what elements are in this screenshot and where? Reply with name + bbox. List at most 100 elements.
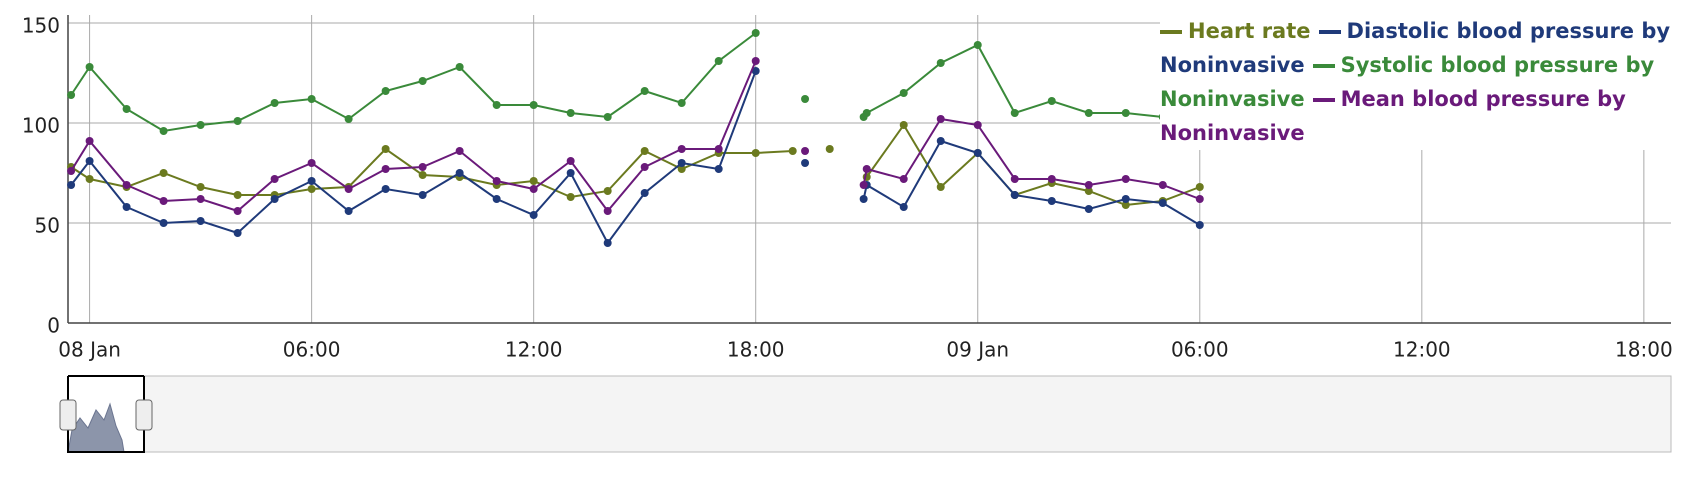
data-point: [85, 157, 94, 165]
data-point: [936, 183, 945, 191]
legend-swatch: [1318, 30, 1341, 34]
data-point: [1195, 221, 1204, 229]
data-point: [67, 181, 76, 189]
data-point: [640, 189, 649, 197]
data-point: [1121, 109, 1130, 117]
legend-item[interactable]: Systolic blood pressure by Noninvasive: [1160, 53, 1654, 111]
series: [67, 121, 1204, 209]
data-point: [270, 99, 279, 107]
data-point: [899, 175, 908, 183]
data-point: [566, 193, 575, 201]
data-point: [344, 207, 353, 215]
data-point: [233, 229, 242, 237]
data-point: [751, 67, 760, 75]
x-tick-label: 18:00: [727, 338, 785, 362]
data-point: [159, 219, 168, 227]
y-tick-label: 0: [47, 314, 60, 338]
data-point: [196, 217, 205, 225]
data-point: [603, 187, 612, 195]
series-line: [865, 123, 1201, 207]
x-tick-label: 12:00: [505, 338, 563, 362]
data-point: [1047, 175, 1056, 183]
data-point: [122, 105, 131, 113]
legend-swatch: [1312, 64, 1335, 68]
data-point: [936, 59, 945, 67]
data-point: [1084, 187, 1093, 195]
data-point: [233, 207, 242, 215]
data-point: [973, 149, 982, 157]
data-point: [1195, 195, 1204, 203]
data-point: [529, 177, 538, 185]
x-tick-label: 06:00: [283, 338, 341, 362]
data-point: [529, 211, 538, 219]
data-point: [640, 87, 649, 95]
data-point: [566, 109, 575, 117]
series: [67, 29, 1167, 135]
data-point: [1010, 109, 1019, 117]
data-point: [1084, 181, 1093, 189]
series-line: [70, 32, 757, 133]
data-point: [418, 77, 427, 85]
data-point: [862, 165, 871, 173]
data-point: [677, 159, 686, 167]
navigator-handle-right[interactable]: [135, 399, 153, 431]
data-point: [1121, 201, 1130, 209]
data-point: [159, 169, 168, 177]
series-line: [70, 60, 757, 213]
data-point: [677, 165, 686, 173]
data-point: [529, 101, 538, 109]
data-point: [640, 163, 649, 171]
data-point: [603, 113, 612, 121]
data-point: [1158, 199, 1167, 207]
data-point: [344, 185, 353, 193]
data-point: [1121, 175, 1130, 183]
data-point: [455, 147, 464, 155]
data-point: [936, 115, 945, 123]
data-point: [122, 181, 131, 189]
data-point: [899, 89, 908, 97]
data-point: [381, 185, 390, 193]
data-point: [603, 207, 612, 215]
legend-label: Diastolic blood pressure by Noninvasive: [1160, 19, 1671, 77]
data-point: [455, 169, 464, 177]
legend-label: Systolic blood pressure by Noninvasive: [1160, 53, 1655, 111]
data-point: [307, 177, 316, 185]
data-point: [603, 239, 612, 247]
data-point: [859, 181, 868, 189]
legend-item[interactable]: Heart rate: [1160, 19, 1311, 43]
data-point: [899, 203, 908, 211]
legend-item[interactable]: Mean blood pressure by Noninvasive: [1160, 87, 1626, 145]
data-point: [492, 195, 501, 203]
legend-swatch: [1312, 98, 1335, 102]
data-point: [122, 203, 131, 211]
navigator-handle-left[interactable]: [59, 399, 77, 431]
data-point: [85, 137, 94, 145]
data-point: [344, 115, 353, 123]
data-point: [714, 145, 723, 153]
navigator: [59, 375, 1672, 453]
series: [67, 67, 1204, 247]
x-tick-label: 18:00: [1615, 338, 1673, 362]
data-point: [1158, 181, 1167, 189]
data-point: [973, 41, 982, 49]
data-point: [381, 165, 390, 173]
data-point: [159, 197, 168, 205]
data-point: [196, 121, 205, 129]
data-point: [196, 183, 205, 191]
legend: Heart rate Diastolic blood pressure by No…: [1160, 14, 1680, 150]
data-point: [714, 57, 723, 65]
legend-item[interactable]: Diastolic blood pressure by Noninvasive: [1160, 19, 1670, 77]
data-point: [381, 145, 390, 153]
data-point: [529, 185, 538, 193]
data-point: [973, 121, 982, 129]
data-point: [307, 159, 316, 167]
x-tick-label: 08 Jan: [58, 338, 121, 362]
data-point: [677, 145, 686, 153]
data-point: [1047, 197, 1056, 205]
data-point: [566, 169, 575, 177]
y-tick-label: 50: [35, 214, 60, 238]
data-point: [270, 195, 279, 203]
data-point: [714, 165, 723, 173]
data-point: [1010, 175, 1019, 183]
